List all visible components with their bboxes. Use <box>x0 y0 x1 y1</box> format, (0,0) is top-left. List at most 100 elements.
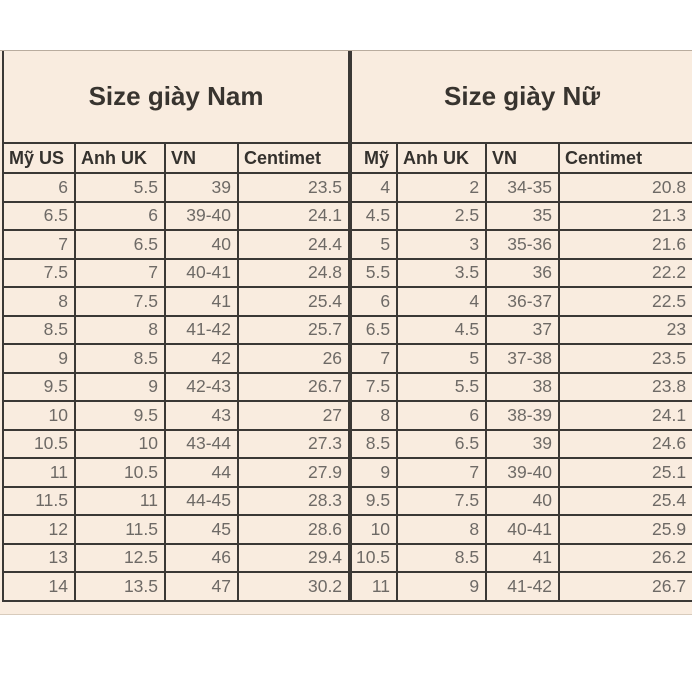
table-cell: 29.4 <box>236 542 351 573</box>
column-header-us: Mỹ US <box>2 142 76 174</box>
table-row: 11 9 41-42 26.7 <box>350 571 692 602</box>
table-cell: 26.2 <box>558 542 692 573</box>
table-cell: 10.5 <box>74 457 166 488</box>
table-row: 6 5.5 39 23.5 <box>2 172 351 203</box>
table-cell: 6 <box>74 200 166 231</box>
table-cell: 4.5 <box>350 200 399 231</box>
table-cell: 9 <box>350 457 399 488</box>
table-cell: 4 <box>350 172 399 203</box>
table-cell: 39 <box>485 428 561 459</box>
table-cell: 44-45 <box>164 485 239 516</box>
table-row: 13 12.5 46 29.4 <box>2 542 351 573</box>
table-cell: 6 <box>396 400 488 431</box>
table-cell: 45 <box>164 514 239 545</box>
table-cell: 6.5 <box>74 229 166 260</box>
table-row: 6.5 4.5 37 23 <box>350 314 692 345</box>
table-cell: 8 <box>350 400 399 431</box>
table-row: 4 2 34-35 20.8 <box>350 172 692 203</box>
table-cell: 37 <box>485 314 561 345</box>
table-cell: 8.5 <box>2 314 76 345</box>
table-row: 10.5 8.5 41 26.2 <box>350 542 692 573</box>
table-cell: 41-42 <box>164 314 239 345</box>
column-header-vn: VN <box>164 142 239 174</box>
table-cell: 24.8 <box>236 257 351 288</box>
table-cell: 23.8 <box>558 371 692 402</box>
table-cell: 8 <box>2 286 76 317</box>
table-cell: 9.5 <box>74 400 166 431</box>
table-cell: 12.5 <box>74 542 166 573</box>
table-cell: 36 <box>485 257 561 288</box>
table-row: 5.5 3.5 36 22.2 <box>350 257 692 288</box>
table-cell: 8 <box>74 314 166 345</box>
table-cell: 39-40 <box>485 457 561 488</box>
table-cell: 25.7 <box>236 314 351 345</box>
table-cell: 6.5 <box>2 200 76 231</box>
table-cell: 7 <box>2 229 76 260</box>
table-cell: 34-35 <box>485 172 561 203</box>
table-row: 14 13.5 47 30.2 <box>2 571 351 602</box>
table-row: 11.5 11 44-45 28.3 <box>2 485 351 516</box>
table-cell: 44 <box>164 457 239 488</box>
title-row: Size giày Nữ <box>350 51 692 144</box>
table-cell: 7 <box>74 257 166 288</box>
table-cell: 40-41 <box>485 514 561 545</box>
table-cell: 8.5 <box>74 343 166 374</box>
table-cell: 41-42 <box>485 571 561 602</box>
table-cell: 25.4 <box>558 485 692 516</box>
table-cell: 4 <box>396 286 488 317</box>
table-row: 9.5 7.5 40 25.4 <box>350 485 692 516</box>
table-cell: 5.5 <box>396 371 488 402</box>
table-cell: 7.5 <box>350 371 399 402</box>
table-row: 10.5 10 43-44 27.3 <box>2 428 351 459</box>
table-cell: 23 <box>558 314 692 345</box>
table-cell: 40-41 <box>164 257 239 288</box>
table-row: 11 10.5 44 27.9 <box>2 457 351 488</box>
table-cell: 41 <box>485 542 561 573</box>
section-title-women: Size giày Nữ <box>350 51 692 144</box>
table-cell: 9 <box>74 371 166 402</box>
table-cell: 23.5 <box>236 172 351 203</box>
table-cell: 21.3 <box>558 200 692 231</box>
table-cell: 35-36 <box>485 229 561 260</box>
table-cell: 24.1 <box>558 400 692 431</box>
table-cell: 38-39 <box>485 400 561 431</box>
size-table-men: Size giày Nam Mỹ US Anh UK VN Centimet 6… <box>1 51 351 602</box>
table-cell: 24.6 <box>558 428 692 459</box>
table-row: 9.5 9 42-43 26.7 <box>2 371 351 402</box>
table-cell: 40 <box>485 485 561 516</box>
table-row: 10 9.5 43 27 <box>2 400 351 431</box>
column-header-row: Mỹ Anh UK VN Centimet <box>350 142 692 174</box>
table-cell: 13 <box>2 542 76 573</box>
size-table-men-body: 6 5.5 39 23.5 6.5 6 39-40 24.1 7 6.5 40 24.4 7.5 7 40-… <box>2 172 351 602</box>
table-cell: 21.6 <box>558 229 692 260</box>
table-cell: 27.9 <box>236 457 351 488</box>
table-cell: 43-44 <box>164 428 239 459</box>
table-cell: 3.5 <box>396 257 488 288</box>
table-cell: 4.5 <box>396 314 488 345</box>
size-table-women-body: 4 2 34-35 20.8 4.5 2.5 35 21.3 5 3 35-36 21.6 5.5 3.5… <box>350 172 692 602</box>
table-cell: 11 <box>350 571 399 602</box>
column-header-uk: Anh UK <box>74 142 166 174</box>
table-cell: 13.5 <box>74 571 166 602</box>
table-row: 4.5 2.5 35 21.3 <box>350 200 692 231</box>
table-cell: 47 <box>164 571 239 602</box>
table-row: 6 4 36-37 22.5 <box>350 286 692 317</box>
column-header-row: Mỹ US Anh UK VN Centimet <box>2 142 351 174</box>
table-cell: 10.5 <box>350 542 399 573</box>
table-cell: 7.5 <box>74 286 166 317</box>
table-row: 7 6.5 40 24.4 <box>2 229 351 260</box>
table-cell: 36-37 <box>485 286 561 317</box>
table-row: 8 6 38-39 24.1 <box>350 400 692 431</box>
table-cell: 8.5 <box>396 542 488 573</box>
title-row: Size giày Nam <box>1 51 351 144</box>
table-cell: 26.7 <box>558 571 692 602</box>
table-cell: 11.5 <box>2 485 76 516</box>
table-cell: 7 <box>350 343 399 374</box>
table-cell: 2 <box>396 172 488 203</box>
table-cell: 5.5 <box>74 172 166 203</box>
table-cell: 22.2 <box>558 257 692 288</box>
table-cell: 25.1 <box>558 457 692 488</box>
table-cell: 2.5 <box>396 200 488 231</box>
table-row: 10 8 40-41 25.9 <box>350 514 692 545</box>
table-cell: 7 <box>396 457 488 488</box>
